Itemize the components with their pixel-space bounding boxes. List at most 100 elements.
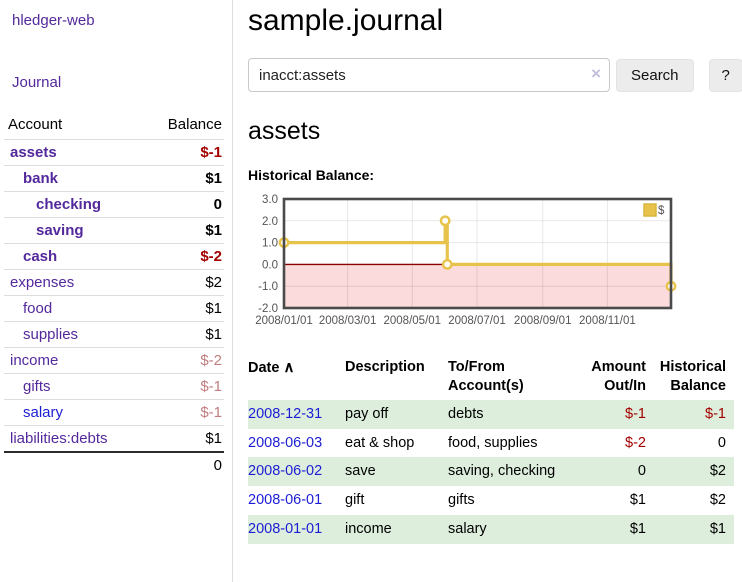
account-link[interactable]: salary: [4, 404, 63, 421]
transaction-accounts: debts: [448, 400, 576, 429]
col-balance: Historical Balance: [654, 355, 734, 400]
col-date[interactable]: Date ∧: [248, 355, 345, 400]
accounts-header-account: Account: [4, 112, 143, 140]
sidebar: hledger-web Journal Account Balance asse…: [0, 0, 233, 582]
transaction-date-link[interactable]: 2008-06-01: [248, 492, 322, 508]
account-row: salary $-1: [4, 400, 224, 426]
account-balance: $-2: [143, 244, 224, 270]
account-balance: $-1: [143, 400, 224, 426]
app-window: hledger-web Journal Account Balance asse…: [0, 0, 742, 582]
account-link[interactable]: cash: [4, 248, 57, 265]
account-link[interactable]: bank: [4, 170, 58, 187]
transaction-description: gift: [345, 486, 448, 515]
account-balance: $-1: [143, 140, 224, 166]
account-row: food $1: [4, 296, 224, 322]
accounts-header-balance: Balance: [143, 112, 224, 140]
transaction-date-link[interactable]: 2008-06-02: [248, 463, 322, 479]
account-row: liabilities:debts $1: [4, 426, 224, 453]
balance-chart[interactable]: $3.02.01.00.0-1.0-2.02008/01/012008/03/0…: [248, 192, 680, 339]
svg-text:2008/07/01: 2008/07/01: [448, 315, 506, 327]
accounts-header-row: Account Balance: [4, 112, 224, 140]
account-balance: $1: [143, 166, 224, 192]
account-link[interactable]: food: [4, 300, 52, 317]
account-link[interactable]: checking: [4, 196, 101, 213]
svg-text:$: $: [658, 205, 665, 217]
transaction-row: 2008-06-02 save saving, checking 0 $2: [248, 457, 734, 486]
transaction-accounts: salary: [448, 515, 576, 544]
register-table: Date ∧ Description To/From Account(s) Am…: [248, 355, 734, 544]
account-link[interactable]: assets: [4, 144, 57, 161]
account-row: bank $1: [4, 166, 224, 192]
chart-title: Historical Balance:: [248, 167, 742, 183]
transaction-accounts: gifts: [448, 486, 576, 515]
account-heading: assets: [248, 117, 742, 146]
main-content: sample.journal × Search ? assets Histori…: [233, 0, 742, 582]
svg-text:-2.0: -2.0: [258, 303, 278, 315]
svg-text:-1.0: -1.0: [258, 281, 278, 293]
transaction-amount: $1: [576, 486, 654, 515]
account-row: income $-2: [4, 348, 224, 374]
account-row: checking 0: [4, 192, 224, 218]
transaction-accounts: saving, checking: [448, 457, 576, 486]
transaction-accounts: food, supplies: [448, 429, 576, 458]
account-link[interactable]: saving: [4, 222, 84, 239]
brand-link[interactable]: hledger-web: [12, 12, 95, 29]
transaction-description: save: [345, 457, 448, 486]
svg-text:2008/01/01: 2008/01/01: [255, 315, 313, 327]
accounts-total-spacer: [4, 452, 143, 478]
account-balance: 0: [143, 192, 224, 218]
transaction-row: 2008-06-01 gift gifts $1 $2: [248, 486, 734, 515]
account-link[interactable]: supplies: [4, 326, 78, 343]
transaction-row: 2008-06-03 eat & shop food, supplies $-2…: [248, 429, 734, 458]
register-table-body: 2008-12-31 pay off debts $-1 $-1 2008-06…: [248, 400, 734, 544]
transaction-balance: $-1: [654, 400, 734, 429]
account-balance: $-2: [143, 348, 224, 374]
account-balance: $2: [143, 270, 224, 296]
search-button[interactable]: Search: [616, 59, 694, 92]
help-button[interactable]: ?: [709, 59, 742, 92]
page-title: sample.journal: [248, 4, 742, 38]
clear-search-icon[interactable]: ×: [591, 64, 601, 84]
account-link[interactable]: gifts: [4, 378, 51, 395]
account-link[interactable]: income: [4, 352, 58, 369]
svg-text:2008/09/01: 2008/09/01: [514, 315, 572, 327]
svg-text:3.0: 3.0: [262, 194, 278, 206]
transaction-description: eat & shop: [345, 429, 448, 458]
transaction-balance: 0: [654, 429, 734, 458]
transaction-date-link[interactable]: 2008-06-03: [248, 435, 322, 451]
col-amount: Amount Out/In: [576, 355, 654, 400]
account-row: expenses $2: [4, 270, 224, 296]
account-row: saving $1: [4, 218, 224, 244]
transaction-amount: 0: [576, 457, 654, 486]
account-balance: $1: [143, 218, 224, 244]
transaction-amount: $-2: [576, 429, 654, 458]
accounts-table: Account Balance assets $-1 bank $1 check…: [4, 112, 224, 478]
col-description: Description: [345, 355, 448, 400]
search-input[interactable]: [248, 58, 610, 92]
account-row: gifts $-1: [4, 374, 224, 400]
transaction-description: income: [345, 515, 448, 544]
svg-text:2008/11/01: 2008/11/01: [579, 315, 636, 327]
svg-text:2008/03/01: 2008/03/01: [319, 315, 377, 327]
svg-text:2008/05/01: 2008/05/01: [384, 315, 442, 327]
transaction-date-link[interactable]: 2008-01-01: [248, 521, 322, 537]
accounts-total-row: 0: [4, 452, 224, 478]
transaction-amount: $-1: [576, 400, 654, 429]
transaction-row: 2008-01-01 income salary $1 $1: [248, 515, 734, 544]
account-row: supplies $1: [4, 322, 224, 348]
search-form: × Search ?: [248, 58, 742, 92]
transaction-date-link[interactable]: 2008-12-31: [248, 406, 322, 422]
account-link[interactable]: expenses: [4, 274, 74, 291]
accounts-total-balance: 0: [143, 452, 224, 478]
svg-text:1.0: 1.0: [262, 238, 278, 250]
account-link[interactable]: liabilities:debts: [4, 430, 108, 447]
account-balance: $1: [143, 296, 224, 322]
account-row: cash $-2: [4, 244, 224, 270]
account-balance: $1: [143, 426, 224, 453]
accounts-table-body: assets $-1 bank $1 checking 0 saving $1 …: [4, 140, 224, 453]
svg-text:0.0: 0.0: [262, 259, 278, 271]
transaction-amount: $1: [576, 515, 654, 544]
account-row: assets $-1: [4, 140, 224, 166]
register-header-row: Date ∧ Description To/From Account(s) Am…: [248, 355, 734, 400]
nav-journal-link[interactable]: Journal: [12, 74, 61, 91]
